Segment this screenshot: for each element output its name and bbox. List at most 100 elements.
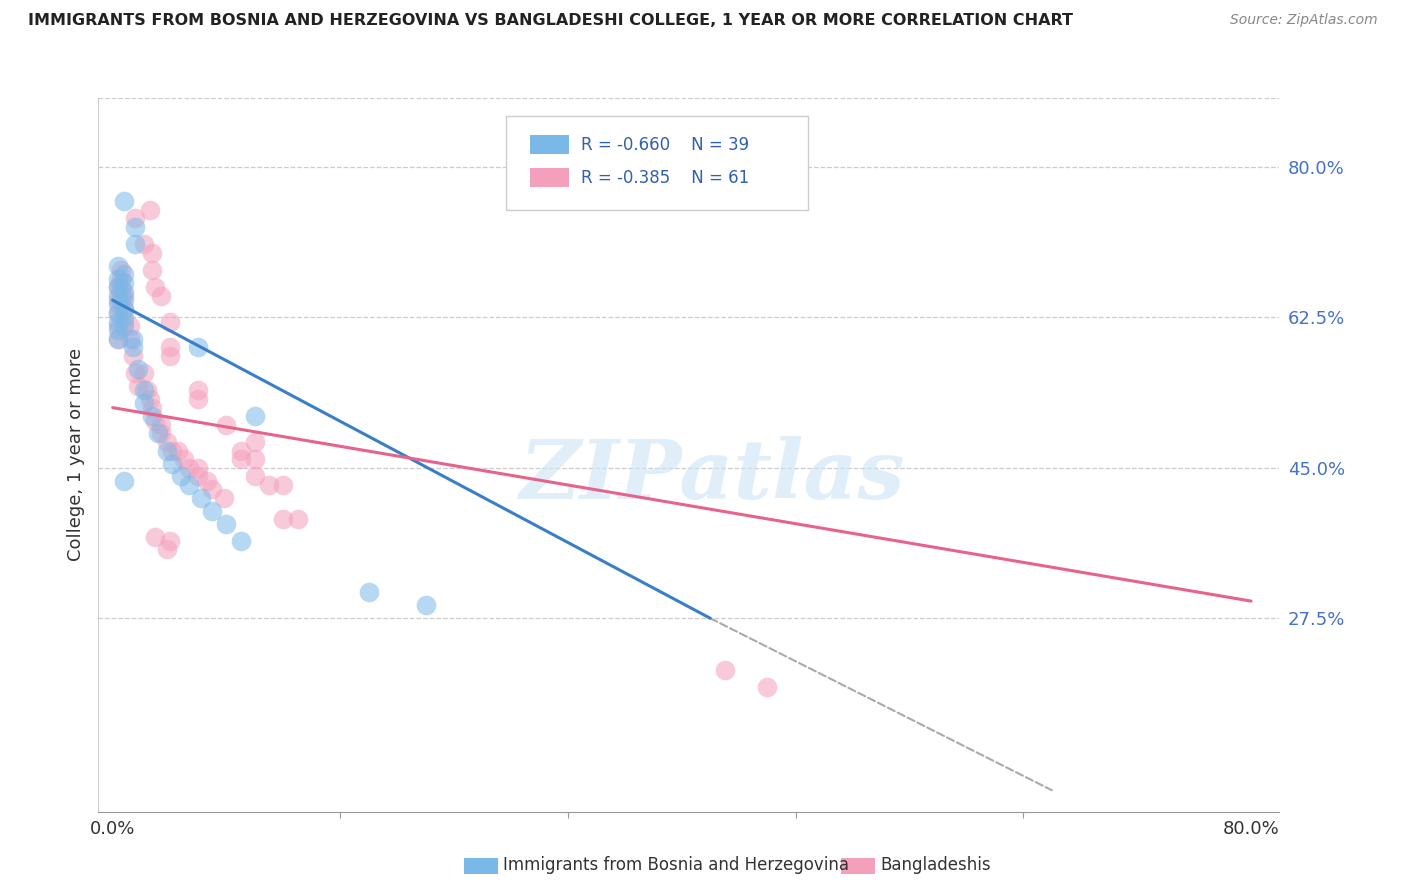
- Point: [212, 491, 235, 505]
- Point: [150, 289, 173, 303]
- Point: [107, 271, 129, 285]
- Point: [143, 280, 166, 294]
- Point: [124, 366, 146, 380]
- Point: [143, 530, 166, 544]
- Point: [179, 460, 201, 475]
- Point: [135, 384, 157, 398]
- Point: [110, 280, 132, 294]
- Point: [107, 297, 129, 311]
- Point: [156, 443, 179, 458]
- Point: [756, 680, 779, 694]
- Point: [121, 332, 143, 346]
- Point: [107, 280, 129, 294]
- Point: [141, 409, 163, 424]
- Point: [112, 276, 135, 290]
- Point: [156, 542, 179, 557]
- Point: [159, 341, 181, 355]
- Point: [112, 285, 135, 299]
- Point: [124, 237, 146, 252]
- Point: [132, 366, 155, 380]
- Point: [150, 417, 173, 432]
- Point: [141, 263, 163, 277]
- Point: [229, 443, 252, 458]
- Text: R = -0.660    N = 39: R = -0.660 N = 39: [581, 136, 749, 153]
- Point: [112, 301, 135, 316]
- Text: IMMIGRANTS FROM BOSNIA AND HERZEGOVINA VS BANGLADESHI COLLEGE, 1 YEAR OR MORE CO: IMMIGRANTS FROM BOSNIA AND HERZEGOVINA V…: [28, 13, 1073, 29]
- Point: [215, 417, 238, 432]
- Point: [112, 268, 135, 282]
- Point: [162, 443, 184, 458]
- Point: [118, 332, 141, 346]
- Point: [273, 478, 295, 492]
- Point: [357, 585, 380, 599]
- Point: [229, 452, 252, 467]
- Point: [243, 409, 266, 424]
- Point: [124, 220, 146, 235]
- Point: [201, 504, 224, 518]
- Point: [179, 478, 201, 492]
- Point: [273, 512, 295, 526]
- Point: [107, 318, 129, 333]
- Point: [112, 315, 135, 329]
- Point: [195, 474, 218, 488]
- Point: [107, 259, 129, 273]
- Point: [110, 263, 132, 277]
- Text: Immigrants from Bosnia and Herzegovina: Immigrants from Bosnia and Herzegovina: [503, 856, 849, 874]
- Point: [121, 349, 143, 363]
- Point: [124, 211, 146, 226]
- Point: [132, 384, 155, 398]
- Point: [156, 435, 179, 450]
- Point: [170, 469, 193, 483]
- Point: [187, 469, 209, 483]
- Point: [141, 245, 163, 260]
- Point: [159, 349, 181, 363]
- Point: [187, 341, 209, 355]
- Point: [107, 332, 129, 346]
- Point: [187, 460, 209, 475]
- Point: [148, 426, 170, 441]
- Text: ZIPatlas: ZIPatlas: [520, 436, 905, 516]
- Text: Source: ZipAtlas.com: Source: ZipAtlas.com: [1230, 13, 1378, 28]
- Point: [287, 512, 309, 526]
- Point: [132, 237, 155, 252]
- Point: [112, 318, 135, 333]
- Point: [127, 362, 149, 376]
- Point: [138, 202, 160, 217]
- Point: [121, 341, 143, 355]
- Point: [415, 599, 437, 613]
- Point: [243, 435, 266, 450]
- Point: [257, 478, 280, 492]
- Point: [112, 289, 135, 303]
- Point: [190, 491, 212, 505]
- Point: [243, 469, 266, 483]
- Point: [112, 474, 135, 488]
- Point: [112, 194, 135, 209]
- Text: R = -0.385    N = 61: R = -0.385 N = 61: [581, 169, 749, 186]
- Point: [107, 332, 129, 346]
- Point: [107, 293, 129, 308]
- Point: [243, 452, 266, 467]
- Text: Bangladeshis: Bangladeshis: [880, 856, 991, 874]
- Point: [107, 289, 129, 303]
- Point: [159, 315, 181, 329]
- Point: [162, 457, 184, 471]
- Point: [159, 533, 181, 548]
- Point: [107, 306, 129, 320]
- Point: [187, 384, 209, 398]
- Point: [112, 310, 135, 325]
- Point: [107, 306, 129, 320]
- Point: [138, 392, 160, 406]
- Point: [143, 413, 166, 427]
- Point: [150, 426, 173, 441]
- Point: [132, 396, 155, 410]
- Point: [107, 315, 129, 329]
- Point: [229, 533, 252, 548]
- Point: [201, 483, 224, 497]
- Y-axis label: College, 1 year or more: College, 1 year or more: [66, 349, 84, 561]
- Point: [127, 379, 149, 393]
- Point: [141, 401, 163, 415]
- Point: [112, 301, 135, 316]
- Point: [112, 293, 135, 308]
- Point: [713, 663, 735, 677]
- Point: [187, 392, 209, 406]
